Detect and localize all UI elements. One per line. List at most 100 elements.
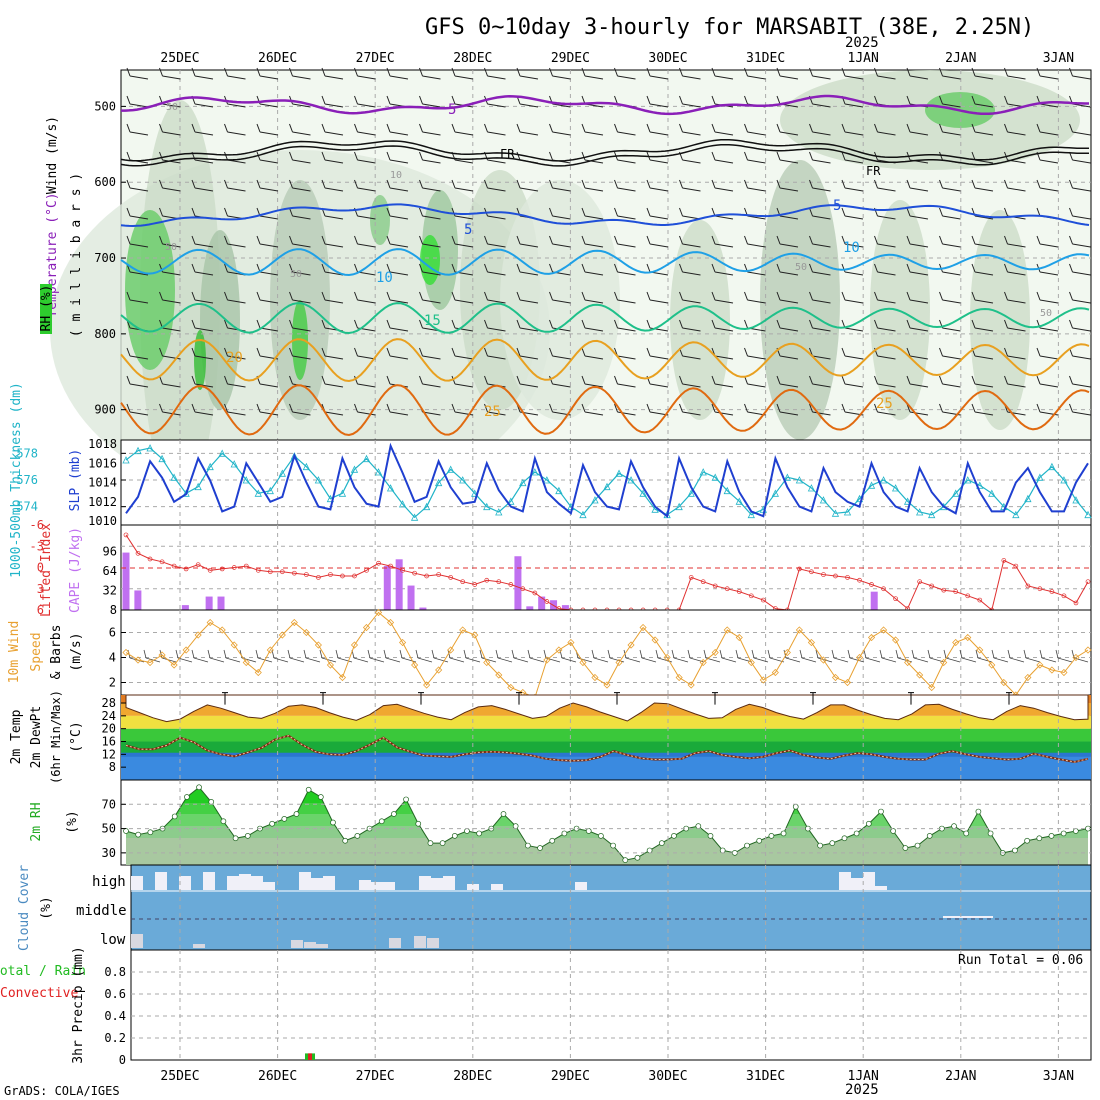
- temp-whisker: [320, 692, 326, 705]
- precip-panel: 0.8 0.6 0.4 0.2 0 Run Total = 0.06 Total / R…: [0, 946, 1092, 1067]
- li-point: [412, 570, 417, 576]
- wind-barb: [191, 179, 214, 192]
- wind-barb: [679, 319, 701, 332]
- temp-band: [121, 741, 1091, 755]
- wind-barb: [451, 123, 474, 136]
- wind-point: [230, 641, 238, 649]
- thickness-series-line: [125, 447, 1089, 519]
- wind-point: [447, 646, 455, 654]
- wind-barb: [549, 291, 571, 304]
- wind-barb: [1069, 291, 1091, 304]
- wind-barb: [159, 235, 181, 248]
- thickness-point: [422, 502, 431, 511]
- cloud-low-bar: [389, 938, 401, 948]
- wind-barb: [419, 375, 441, 388]
- contour-label-fr-2: FR: [866, 164, 881, 178]
- thickness-tick-labels: 578 576 574 1018 1016 1014 1012 1010: [16, 437, 126, 528]
- rh-point: [305, 786, 312, 793]
- rh-band-5: [126, 838, 1088, 865]
- li-point: [448, 575, 454, 580]
- cloud-high-bar: [359, 880, 371, 890]
- wind-barb: [939, 123, 961, 136]
- wind-barb: [906, 319, 929, 332]
- wind-barb: [224, 403, 246, 416]
- lifted-index-ylabel: Lifted Index: [39, 523, 54, 617]
- wind-barb: [1004, 291, 1026, 304]
- precip-ylabel-right: 3hr Precip (mm): [71, 946, 86, 1063]
- li-point: [219, 566, 225, 572]
- isotherm: [120, 203, 1090, 228]
- wind-barb: [451, 319, 474, 332]
- wind-point: [843, 678, 852, 687]
- li-point: [424, 573, 429, 579]
- cloud-high-bar: [371, 882, 383, 890]
- li-point: [1085, 579, 1091, 585]
- cloud-high-bar: [383, 882, 395, 890]
- cloud-level-low: low: [100, 932, 126, 948]
- rh-point: [610, 842, 616, 849]
- wind-point: [892, 636, 900, 644]
- wind-point: [350, 641, 359, 649]
- li-point: [965, 593, 971, 599]
- thickness-point: [410, 513, 419, 521]
- wind-barb: [614, 375, 636, 388]
- temp-ylabel-4: (°C): [69, 721, 84, 752]
- li-point: [376, 560, 381, 566]
- surface-barb: [639, 649, 657, 663]
- wind-point: [1084, 646, 1092, 654]
- wind-barb: [549, 319, 571, 332]
- surface-barb: [367, 649, 385, 663]
- wind-barb: [224, 67, 246, 80]
- cloud-high-bar: [311, 878, 323, 890]
- surface-barb: [911, 649, 929, 663]
- li-point: [869, 582, 874, 587]
- surface-barb: [159, 649, 177, 663]
- wind-barb: [451, 235, 474, 248]
- top-date-label: 2JAN: [945, 51, 976, 66]
- precip-grid: [131, 950, 1091, 1060]
- surface-barb: [783, 649, 801, 663]
- upper-ylabel-wind: Wind (m/s): [45, 116, 60, 194]
- wind-barb: [646, 95, 669, 108]
- li-point: [460, 579, 466, 585]
- wind-barb: [1004, 319, 1026, 332]
- isotherm: [120, 338, 1090, 383]
- wind-barb: [451, 67, 474, 80]
- thickness-point: [831, 509, 840, 517]
- wind-barb: [484, 235, 506, 248]
- temp-ylabel-3: (6hr Min/Max): [49, 690, 63, 784]
- thickness-point: [230, 460, 238, 468]
- li-point: [893, 596, 898, 602]
- wind-point: [747, 658, 755, 667]
- li-point: [159, 559, 165, 565]
- wind-barb: [874, 179, 896, 192]
- wind-barb: [321, 375, 344, 388]
- wind-barb: [776, 375, 799, 388]
- surface-barb: [463, 649, 481, 663]
- wind-point: [278, 631, 286, 639]
- y-tick-label: 6: [109, 626, 116, 640]
- rh-point: [464, 828, 470, 834]
- thickness-point: [928, 510, 936, 519]
- cape-tick-label: 32: [103, 583, 117, 597]
- dewpoint-line: [125, 734, 1089, 764]
- li-point: [748, 593, 754, 599]
- surface-barb: [447, 649, 465, 663]
- wind-barb: [126, 347, 149, 360]
- contour-label-orange-25b: 25: [876, 396, 893, 412]
- wind10-panel: 6 4 2 10m Wind Speed & Barbs (m/s): [7, 608, 1092, 702]
- li-point: [1025, 583, 1031, 589]
- thickness-ylabel: 1000-500mb Thickness (dm): [9, 382, 24, 578]
- thickness-point: [952, 489, 960, 497]
- chart-title: GFS 0~10day 3-hourly for MARSABIT (38E, …: [425, 15, 1034, 40]
- upper-air-grid: [121, 70, 1091, 440]
- wind-barb: [581, 403, 604, 416]
- wind-barb: [224, 347, 246, 360]
- wind-barb: [776, 67, 799, 80]
- wind-barb: [906, 235, 929, 248]
- wind-barb: [744, 347, 766, 360]
- wind-barb: [419, 67, 441, 80]
- precip-tick-label: 0.2: [104, 1031, 126, 1045]
- wind-point: [639, 623, 647, 632]
- li-point: [845, 575, 850, 580]
